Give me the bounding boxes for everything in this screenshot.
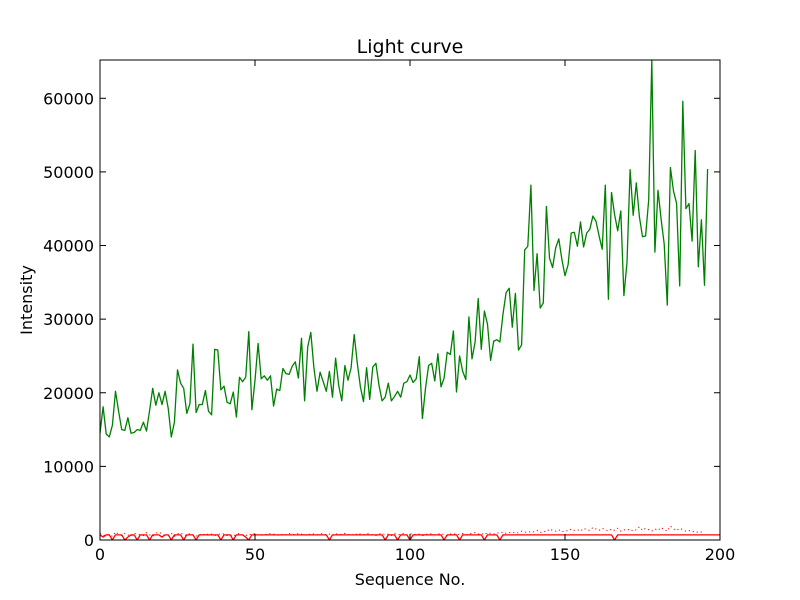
y-tick-label: 10000 bbox=[43, 457, 94, 476]
series-line-1 bbox=[100, 60, 709, 438]
x-tick-label: 0 bbox=[95, 545, 105, 564]
y-tick-label: 40000 bbox=[43, 237, 94, 256]
plot-area bbox=[100, 60, 720, 540]
y-tick-label: 0 bbox=[84, 531, 94, 550]
x-axis-label: Sequence No. bbox=[355, 570, 466, 589]
x-tick-label: 50 bbox=[245, 545, 265, 564]
x-tick-label: 150 bbox=[550, 545, 581, 564]
y-tick-label: 60000 bbox=[43, 89, 94, 108]
chart-title: Light curve bbox=[357, 36, 464, 58]
y-tick-label: 30000 bbox=[43, 310, 94, 329]
y-tick-label: 50000 bbox=[43, 163, 94, 182]
y-axis-label: Intensity bbox=[17, 265, 36, 335]
x-tick-label: 100 bbox=[395, 545, 426, 564]
series-line-2 bbox=[100, 534, 720, 540]
x-tick-label: 200 bbox=[705, 545, 736, 564]
y-tick-label: 20000 bbox=[43, 384, 94, 403]
axes: 0 50 100 150 200 0 10000 20000 30000 40000 50000 60… bbox=[43, 59, 736, 564]
